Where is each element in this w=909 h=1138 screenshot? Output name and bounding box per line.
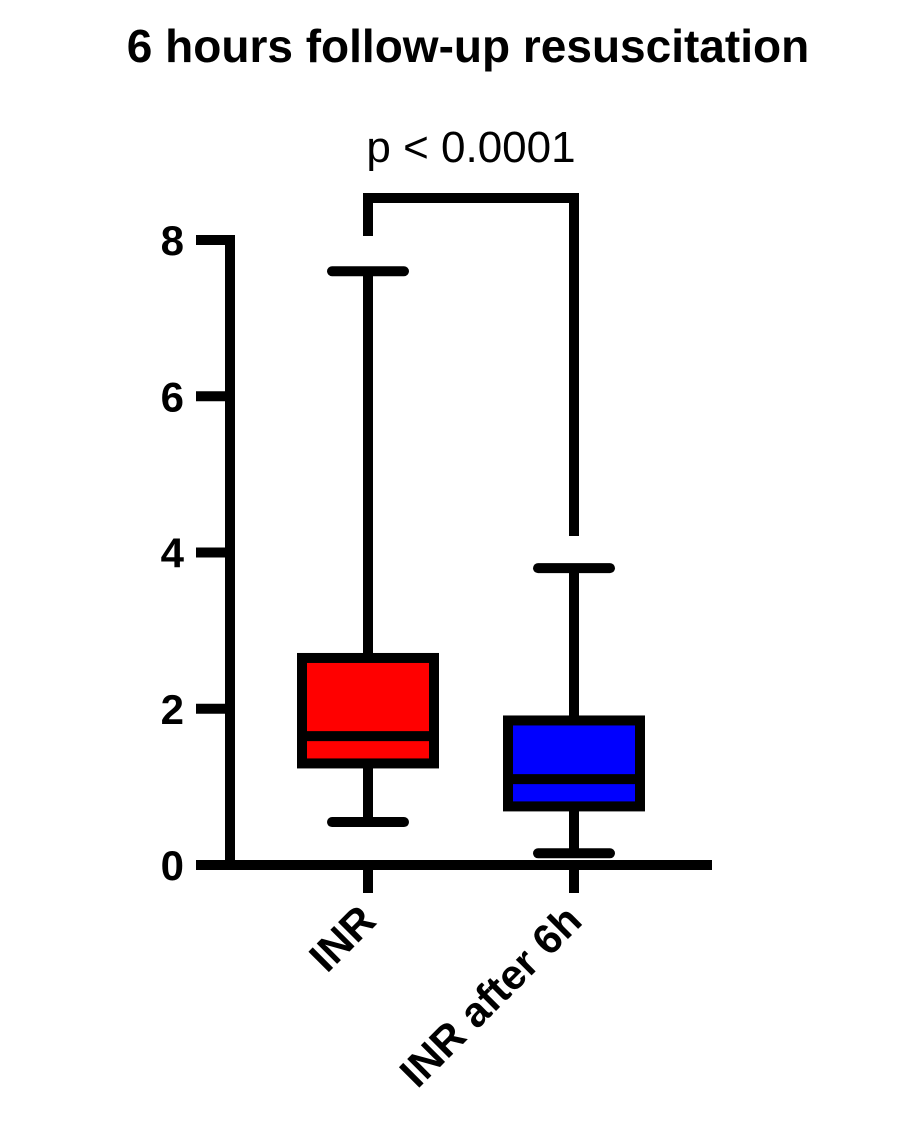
significance-annotation: p < 0.0001 [363, 123, 579, 536]
y-tick-label: 6 [161, 373, 184, 420]
y-tick-label: 0 [161, 842, 184, 889]
significance-bracket [363, 193, 579, 536]
boxes [297, 266, 645, 859]
chart-title: 6 hours follow-up resuscitation [127, 20, 809, 72]
y-tick-label: 2 [161, 686, 184, 733]
y-tick-label: 4 [161, 530, 185, 577]
x-category-label: INR [300, 896, 384, 980]
x-category-label: INR after 6h [390, 896, 590, 1096]
box-2 [503, 563, 645, 859]
box-iqr [503, 715, 645, 812]
box-iqr [297, 652, 439, 769]
y-tick-label: 8 [161, 217, 184, 264]
p-value-label: p < 0.0001 [366, 123, 575, 172]
box-1 [297, 266, 439, 828]
